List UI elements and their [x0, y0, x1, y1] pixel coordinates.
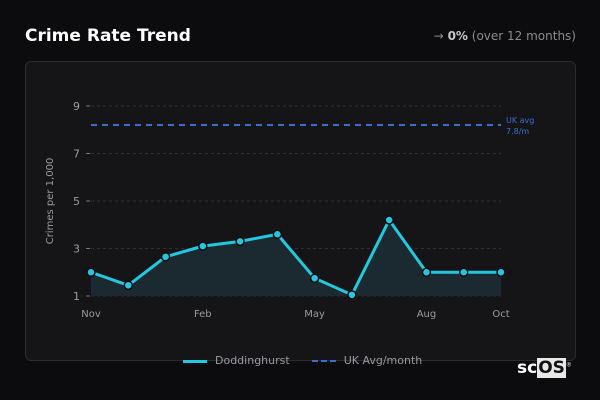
data-point	[309, 273, 320, 283]
data-point	[421, 267, 432, 277]
series-line	[90, 218, 501, 297]
legend-swatch-dashed	[311, 360, 336, 362]
scos-logo: scOS®	[517, 358, 572, 378]
data-point	[123, 280, 134, 291]
logo-mark: ®	[565, 361, 572, 369]
x-tick-label: May	[304, 309, 325, 320]
y-tick-label: 3	[73, 243, 80, 256]
page-title: Crime Rate Trend	[25, 26, 191, 46]
legend-swatch-solid	[183, 359, 207, 363]
data-point	[347, 290, 357, 300]
chart-card	[25, 61, 576, 361]
data-point	[86, 267, 96, 277]
data-point	[235, 236, 245, 247]
y-axis-label: Crimes per 1,000	[45, 158, 56, 245]
y-tick-label: 5	[73, 195, 80, 208]
x-tick-label: Aug	[417, 309, 437, 320]
legend-label: UK Avg/month	[343, 354, 423, 367]
data-point	[198, 241, 208, 251]
chart-legend: Doddinghurst UK Avg/month	[183, 354, 422, 367]
legend-label: Doddinghurst	[215, 354, 290, 367]
y-tick-label: 7	[73, 148, 80, 161]
data-point	[160, 252, 171, 262]
trend-value: 0%	[447, 29, 468, 43]
trend-arrow-icon: →	[433, 29, 444, 43]
x-tick-label: Nov	[81, 309, 101, 320]
x-tick-label: Oct	[492, 309, 509, 320]
y-tick-label: 9	[73, 100, 80, 113]
data-point	[496, 267, 506, 277]
logo-text: OS	[537, 358, 566, 378]
x-tick-label: Feb	[194, 309, 212, 320]
legend-item-doddinghurst[interactable]: Doddinghurst	[183, 354, 290, 367]
uk-average-label: UK avg	[506, 116, 534, 125]
uk-average-value: 7.8/m	[506, 127, 529, 136]
data-point	[272, 229, 283, 239]
trend-period: (over 12 months)	[471, 29, 576, 43]
trend-summary: → 0% (over 12 months)	[434, 29, 576, 43]
data-point	[384, 215, 394, 225]
logo-text: sc	[517, 358, 538, 378]
data-point	[458, 267, 469, 277]
y-tick-label: 1	[73, 290, 80, 303]
legend-item-uk-avg[interactable]: UK Avg/month	[311, 354, 423, 367]
